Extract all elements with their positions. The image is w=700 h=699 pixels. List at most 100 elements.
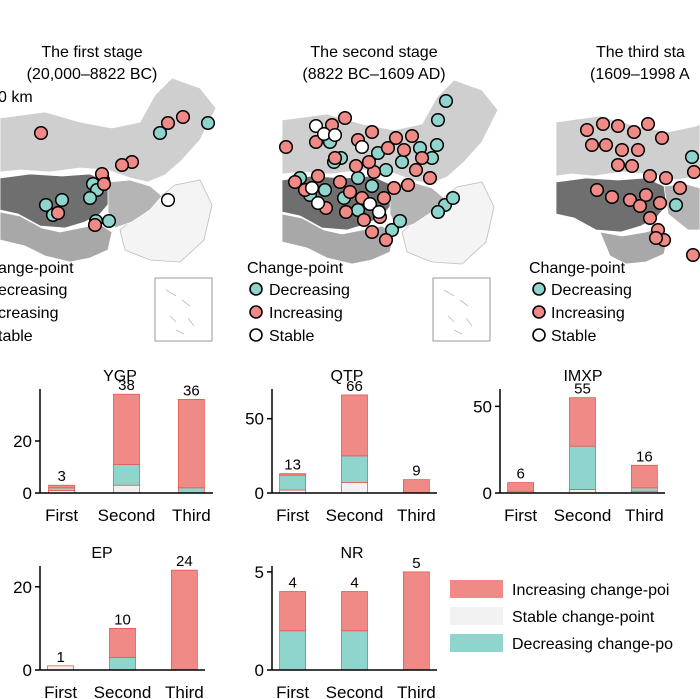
map-points: [278, 93, 461, 248]
increasing-site-marker: [642, 168, 658, 184]
increasing-site-marker: [327, 150, 343, 166]
bar-segment: [341, 591, 368, 632]
increasing-site-marker: [672, 180, 688, 196]
legend-decreasing-swatch: [450, 634, 503, 652]
bar-segment: [113, 393, 140, 465]
bar-total-label: 36: [183, 382, 200, 399]
bar-chart-ygp: YGP 3 First 38 Second 36 Third 0 20: [13, 368, 213, 525]
legend-decreasing-text: Decreasing change-po: [512, 636, 673, 653]
legend-stable-label: Stable: [551, 328, 596, 345]
increasing-site-marker: [589, 182, 605, 198]
bar-chart-imxp: IMXP 6 First 55 Second 16 Third 0 50: [473, 368, 665, 525]
increasing-site-marker: [686, 164, 700, 180]
increasing-site-marker: [342, 184, 358, 200]
legend-stable-label: Stable: [269, 328, 314, 345]
increasing-site-marker: [378, 232, 394, 248]
map-second-stage: The second stage (8822 BC–1609 AD) Chang…: [247, 44, 499, 345]
increasing-site-marker: [654, 130, 670, 146]
increasing-site-marker: [422, 170, 438, 186]
x-tick-label: Third: [625, 506, 664, 525]
decreasing-site-marker: [350, 170, 366, 186]
stable-site-marker: [310, 195, 326, 211]
increasing-site-marker: [685, 247, 700, 263]
x-tick-label: First: [45, 506, 78, 525]
x-tick-label: Third: [397, 683, 436, 699]
increasing-site-marker: [332, 174, 348, 190]
decreasing-site-marker: [54, 192, 70, 208]
legend-stable-marker: [249, 328, 263, 342]
bar-segment: [630, 487, 658, 492]
bar-chart-nr: NR 4 First 4 Second 5 Third 0 5: [255, 545, 437, 699]
legend-increasing-marker: [249, 305, 263, 319]
y-tick-label: 0: [255, 484, 264, 503]
stable-site-marker: [354, 139, 370, 155]
legend-stable-swatch: [450, 607, 503, 625]
chart-title: IMXP: [563, 368, 602, 385]
bar-total-label: 6: [516, 466, 524, 483]
bar-total-label: 9: [412, 463, 420, 480]
increasing-site-marker: [348, 158, 364, 174]
increasing-site-marker: [598, 137, 614, 153]
map-subtitle: (1609–1998 A: [590, 66, 690, 83]
x-tick-label: Second: [326, 683, 384, 699]
bar-segment: [279, 473, 307, 476]
map-title: The third sta: [596, 44, 685, 61]
map-third-stage: The third sta (1609–1998 A Change-point …: [529, 44, 700, 345]
increasing-site-marker: [610, 118, 626, 134]
increasing-site-marker: [356, 212, 372, 228]
increasing-site-marker: [604, 189, 620, 205]
bar-segment: [113, 484, 140, 494]
bar-total-label: 5: [412, 555, 420, 572]
increasing-site-marker: [338, 204, 354, 220]
decreasing-site-marker: [364, 178, 380, 194]
x-tick-label: Second: [94, 683, 152, 699]
bar-segment: [48, 484, 76, 489]
bar-total-label: 38: [118, 377, 135, 394]
increasing-site-marker: [364, 124, 380, 140]
decreasing-site-marker: [82, 190, 98, 206]
bar-segment: [170, 569, 198, 671]
legend-decreasing-marker: [532, 282, 546, 296]
decreasing-site-marker: [200, 115, 216, 131]
bar-segment: [177, 487, 205, 494]
chart-title: QTP: [331, 368, 364, 385]
x-tick-label: Third: [172, 506, 211, 525]
chart-title: YGP: [103, 368, 137, 385]
legend-increasing-label: Increasing: [269, 305, 343, 322]
map-subtitle: (20,000–8822 BC): [27, 66, 158, 83]
x-tick-label: First: [504, 506, 537, 525]
legend-increasing-label: Increasing: [551, 305, 625, 322]
inset-islands: [443, 289, 473, 335]
legend-decreasing-marker: [249, 282, 263, 296]
bar-total-label: 13: [284, 457, 301, 474]
bar-segment: [630, 464, 658, 489]
chart-title: EP: [91, 545, 112, 562]
bar-segment: [279, 591, 307, 632]
y-tick-label: 20: [13, 578, 32, 597]
region-pale: [119, 179, 213, 263]
increasing-site-marker: [642, 210, 658, 226]
decreasing-site-marker: [438, 93, 454, 109]
stable-site-marker: [362, 196, 378, 212]
decreasing-site-marker: [101, 213, 117, 229]
increasing-site-marker: [579, 122, 595, 138]
legend-title: ange-point: [0, 260, 74, 277]
legend-stable-marker: [532, 328, 546, 342]
legend-decreasing-label: Decreasing: [269, 282, 350, 299]
bar-total-label: 24: [176, 553, 193, 570]
y-tick-label: 0: [23, 484, 32, 503]
x-tick-label: Second: [98, 506, 156, 525]
increasing-site-marker: [278, 139, 294, 155]
increasing-site-marker: [652, 195, 668, 211]
increasing-site-marker: [396, 142, 412, 158]
map-first-stage: The first stage (20,000–8822 BC) 0 km an…: [0, 44, 217, 345]
stable-site-marker: [371, 204, 387, 220]
map-title: The first stage: [41, 44, 142, 61]
increasing-site-marker: [648, 230, 664, 246]
stable-site-marker: [160, 192, 176, 208]
bar-chart-ep: EP 1 First 10 Second 24 Third 0 20: [13, 545, 205, 699]
increasing-site-marker: [160, 115, 176, 131]
increasing-site-marker: [287, 174, 303, 190]
bar-segment: [569, 397, 596, 447]
